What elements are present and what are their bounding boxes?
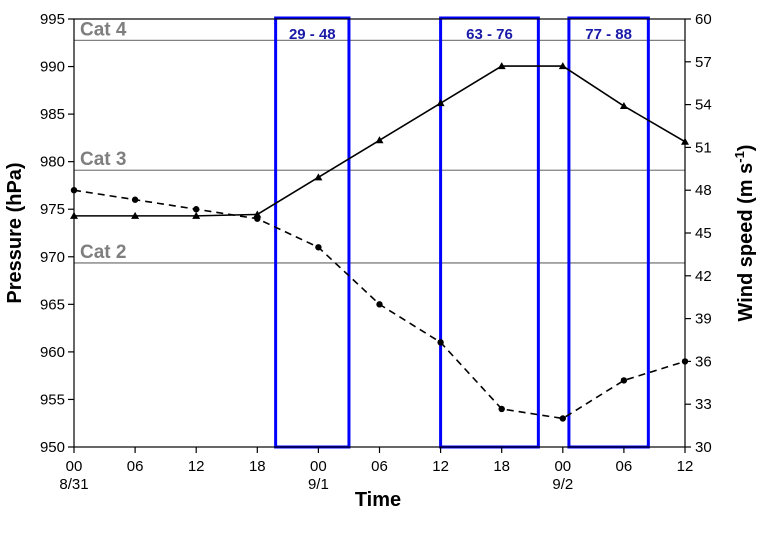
x-tick-label: 06 (616, 458, 633, 475)
x-tick-label: 06 (371, 458, 388, 475)
wind-point (558, 62, 567, 70)
pressure-point (498, 405, 505, 413)
wind-point (131, 211, 140, 219)
x-tick-label: 12 (677, 458, 694, 475)
y-axis-right-title-text: Wind speed (m s (735, 163, 757, 322)
y-axis-right-title: Wind speed (m s-1) (732, 145, 757, 322)
pressure-point (193, 206, 200, 213)
category-lines: Cat 4 Cat 3 Cat 2 (74, 19, 685, 264)
y-right-tick-label: 45 (695, 225, 712, 242)
y-left-tick-label: 965 (40, 296, 65, 313)
pressure-point (437, 339, 444, 346)
pressure-point (315, 244, 322, 251)
pressure-point (131, 196, 139, 203)
y-right-tick-label: 51 (695, 139, 712, 156)
y-left-tick-label: 955 (40, 391, 65, 408)
category-label: Cat 4 (80, 19, 127, 40)
y-axis-right-title-close: ) (735, 145, 757, 152)
pressure-point (620, 377, 628, 384)
x-tick-label: 00 (310, 458, 327, 475)
x-date-label: 9/2 (552, 476, 573, 493)
category-label: Cat 2 (80, 242, 126, 263)
y-left-tick-label: 950 (40, 439, 65, 456)
y-left-tick-label: 985 (40, 106, 65, 123)
wind-point (314, 173, 323, 181)
x-tick-label: 06 (127, 458, 144, 475)
time-range-box-label: 77 - 88 (585, 26, 632, 43)
y-right-tick-label: 60 (695, 11, 712, 28)
y-left-tick-label: 995 (40, 11, 65, 28)
y-right-tick-label: 33 (695, 396, 712, 413)
y-left-tick-label: 975 (40, 201, 65, 218)
x-tick-label: 12 (432, 458, 449, 475)
x-tick-label: 00 (554, 458, 571, 475)
time-range-box-label: 63 - 76 (466, 26, 513, 43)
wind-point (497, 62, 506, 70)
x-tick-label: 00 (66, 458, 83, 475)
y-right-tick-label: 54 (695, 97, 712, 114)
y-left-tick-label: 960 (40, 344, 65, 361)
x-tick-label: 12 (188, 458, 205, 475)
wind-point (619, 102, 628, 110)
pressure-point (559, 415, 566, 422)
y-left-tick-label: 990 (40, 59, 65, 76)
wind-point (436, 99, 445, 107)
x-axis-title: Time (355, 489, 401, 511)
wind-point (375, 136, 384, 144)
x-tick-label: 18 (249, 458, 266, 475)
category-label: Cat 3 (80, 149, 126, 170)
wind-point (253, 210, 262, 218)
y-left-tick-label: 970 (40, 249, 65, 266)
y-right-tick-label: 42 (695, 268, 712, 285)
wind-point (192, 211, 201, 219)
time-range-box-label: 29 - 48 (289, 26, 336, 43)
y-right-tick-label: 57 (695, 54, 712, 71)
y-right-tick-label: 36 (695, 353, 712, 370)
y-right-tick-label: 48 (695, 182, 712, 199)
time-range-boxes: 29 - 48 63 - 76 77 - 88 (274, 16, 650, 449)
y-right-tick-label: 39 (695, 311, 712, 328)
x-date-label: 8/31 (59, 476, 88, 493)
y-left-tick-label: 980 (40, 154, 65, 171)
pressure-point (376, 301, 383, 308)
y-axis-left-title: Pressure (hPa) (4, 162, 26, 303)
y-axis-right-title-sup: -1 (732, 151, 747, 163)
time-range-box (439, 16, 540, 449)
series-group (70, 62, 689, 422)
axes: 950 955 960 965 970 975 980 985 990 995 30 33 36 39 42… (40, 11, 712, 493)
x-tick-label: 18 (493, 458, 510, 475)
y-right-tick-label: 30 (695, 439, 712, 456)
x-date-label: 9/1 (308, 476, 329, 493)
plot-frame (73, 18, 686, 448)
time-range-box (567, 16, 650, 449)
